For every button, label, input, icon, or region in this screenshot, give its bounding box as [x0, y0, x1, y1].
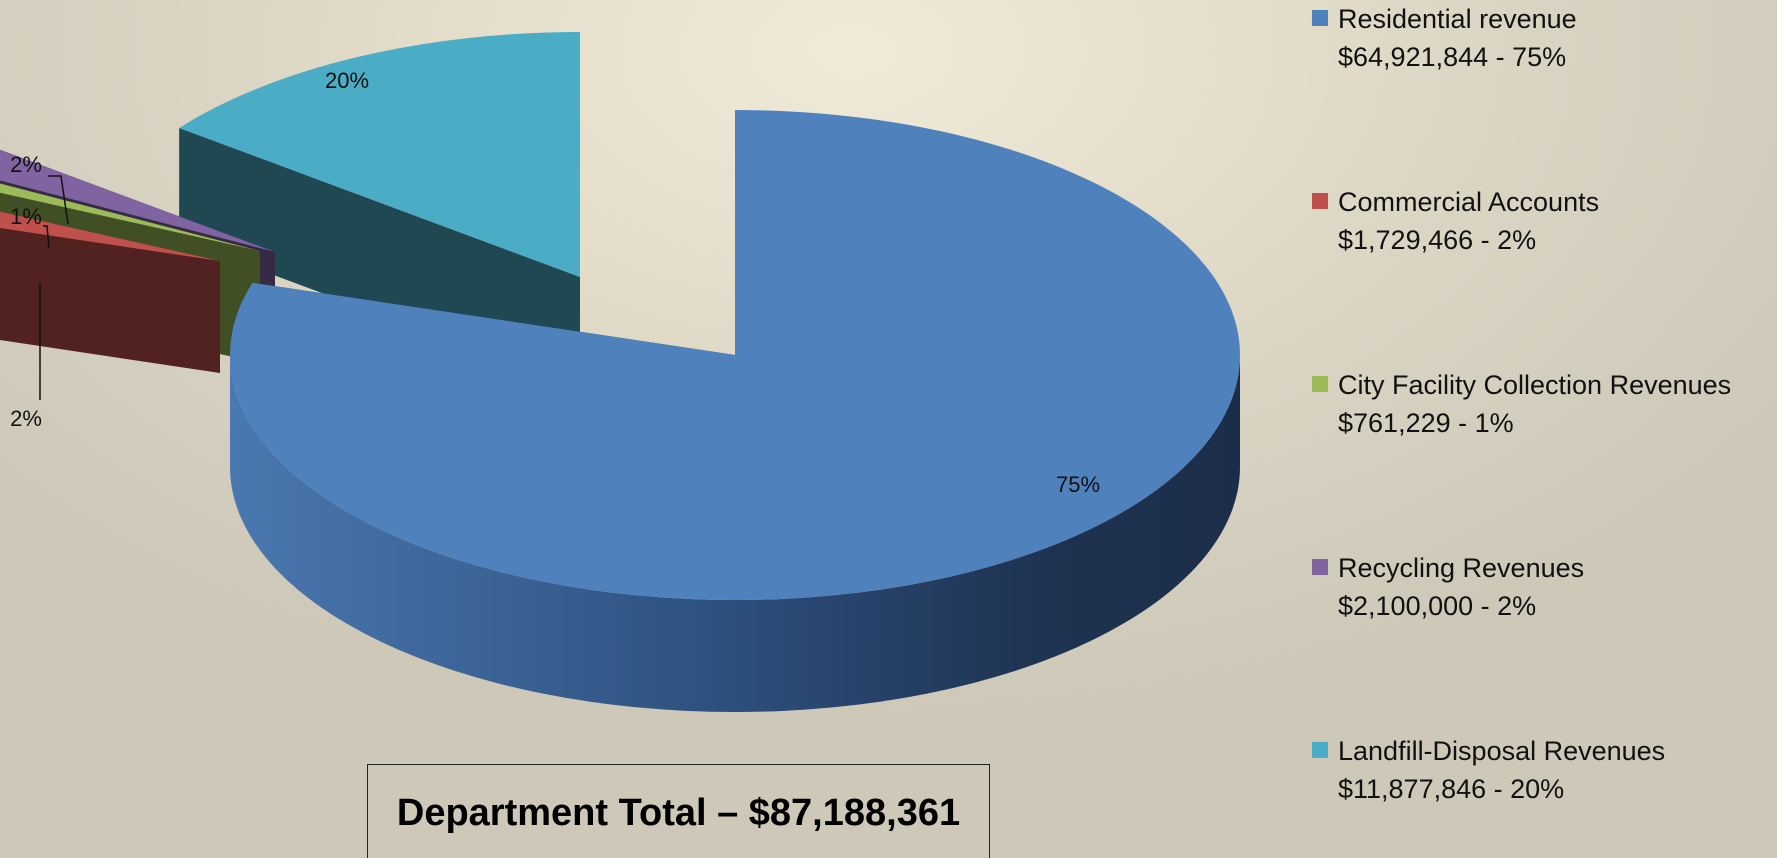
leader-line-3	[48, 175, 69, 225]
pie-percent-label-1: 2%	[10, 406, 42, 431]
pie-percent-label-3: 2%	[10, 152, 42, 177]
legend-label: City Facility Collection Revenues	[1338, 370, 1732, 400]
pie-slice-top-0	[229, 110, 1240, 601]
legend-swatch-residential	[1312, 10, 1328, 26]
pie-chart: 75% 2% 1% 2% 20%	[0, 32, 1240, 712]
legend-swatch-recycling	[1312, 559, 1328, 575]
legend-value: $2,100,000 - 2%	[1338, 591, 1537, 621]
department-total-text: Department Total – $87,188,361	[396, 792, 961, 834]
pie-slice-1	[0, 211, 220, 373]
pie-slice-top-4	[179, 32, 581, 277]
pie-slice-top-3	[0, 149, 275, 252]
legend-swatch-landfill	[1312, 742, 1328, 758]
pie-slice-side-0	[230, 355, 1240, 712]
legend-label: Residential revenue	[1338, 4, 1577, 34]
pie-percent-label-0: 75%	[1056, 472, 1100, 497]
legend-swatch-city-facility	[1312, 376, 1328, 392]
legend-label: Recycling Revenues	[1338, 553, 1585, 583]
legend-value: $64,921,844 - 75%	[1338, 42, 1567, 72]
department-total-box: Department Total – $87,188,361	[367, 764, 990, 858]
legend-label: Landfill-Disposal Revenues	[1338, 736, 1666, 766]
legend-value: $1,729,466 - 2%	[1338, 225, 1537, 255]
legend-value: $761,229 - 1%	[1338, 408, 1514, 438]
legend-value: $11,877,846 - 20%	[1338, 774, 1565, 804]
pie-percent-label-2: 1%	[10, 204, 42, 229]
legend-label: Commercial Accounts	[1338, 187, 1600, 217]
pie-percent-label-4: 20%	[325, 68, 369, 93]
leader-line-2	[43, 225, 50, 249]
legend-swatch-commercial	[1312, 193, 1328, 209]
pie-slice-0	[229, 110, 1240, 712]
